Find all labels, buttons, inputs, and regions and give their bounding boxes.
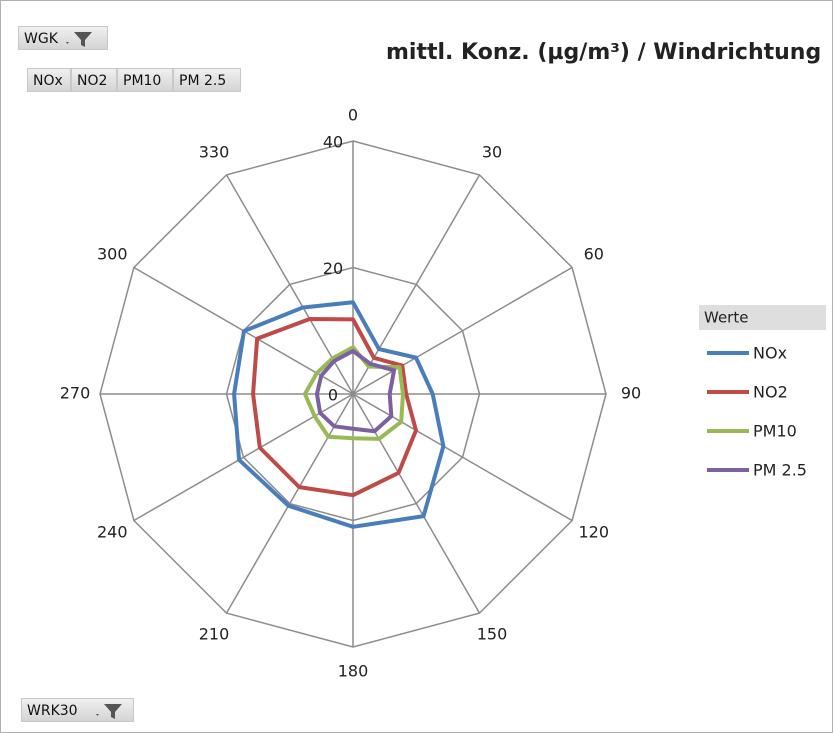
category-label: 210 [199,624,230,643]
r-tick-label: 0 [328,386,338,405]
filter-icon [65,32,92,47]
category-label: 60 [584,245,604,264]
filter-icon [95,704,122,719]
value-field-button[interactable]: PM10 [117,68,173,92]
report-filter-button[interactable]: WGK [18,26,108,50]
category-label: 240 [97,523,128,542]
chart-title: mittl. Konz. (µg/m³) / Windrichtung [386,40,821,65]
spoke [352,266,573,395]
value-field-button[interactable]: NOx [27,68,71,92]
series-line [251,316,418,498]
spoke [225,393,354,614]
r-tick-label: 40 [323,133,343,152]
axis-field-label: WRK30 [27,703,78,719]
legend-title-box [699,305,826,330]
spoke [133,393,354,522]
legend-label: PM 2.5 [753,461,807,480]
axis-field-button[interactable]: WRK30 [21,698,134,722]
legend-title: Werte [704,309,748,327]
legend-label: NOx [753,344,787,363]
value-field-button[interactable]: NO2 [71,68,117,92]
category-label: 270 [60,384,91,403]
category-label: 120 [578,523,609,542]
category-label: 90 [621,384,641,403]
legend-label: PM10 [753,422,797,441]
value-field-button[interactable]: PM 2.5 [173,68,241,92]
category-label: 0 [348,106,358,125]
category-label: 330 [199,143,230,162]
series-line [302,345,405,441]
category-label: 150 [477,624,508,643]
spoke [352,393,573,522]
category-label: 30 [482,143,502,162]
series-line [314,348,397,434]
r-tick-label: 20 [323,259,343,278]
category-label: 300 [97,245,128,264]
category-label: 180 [338,662,369,681]
series-line [232,300,446,529]
report-filter-label: WGK [24,31,58,47]
legend-label: NO2 [753,383,788,402]
